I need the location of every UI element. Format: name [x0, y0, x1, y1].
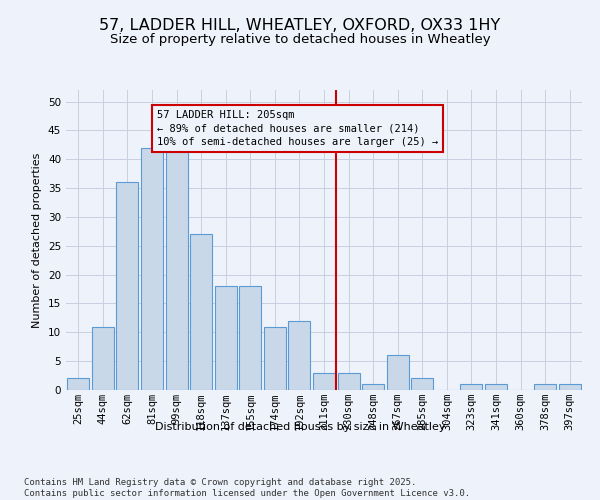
Text: Contains HM Land Registry data © Crown copyright and database right 2025.
Contai: Contains HM Land Registry data © Crown c…	[24, 478, 470, 498]
Bar	[460, 384, 482, 390]
Bar	[239, 286, 262, 390]
Text: Distribution of detached houses by size in Wheatley: Distribution of detached houses by size …	[155, 422, 445, 432]
Text: 57 LADDER HILL: 205sqm
← 89% of detached houses are smaller (214)
10% of semi-de: 57 LADDER HILL: 205sqm ← 89% of detached…	[157, 110, 438, 146]
Text: Size of property relative to detached houses in Wheatley: Size of property relative to detached ho…	[110, 32, 490, 46]
Bar	[141, 148, 163, 390]
Bar	[411, 378, 433, 390]
Bar	[559, 384, 581, 390]
Bar	[166, 148, 188, 390]
Bar	[362, 384, 384, 390]
Bar	[116, 182, 139, 390]
Bar	[92, 326, 114, 390]
Bar	[485, 384, 507, 390]
Bar	[67, 378, 89, 390]
Text: 57, LADDER HILL, WHEATLEY, OXFORD, OX33 1HY: 57, LADDER HILL, WHEATLEY, OXFORD, OX33 …	[100, 18, 500, 32]
Bar	[215, 286, 237, 390]
Bar	[264, 326, 286, 390]
Bar	[534, 384, 556, 390]
Bar	[289, 321, 310, 390]
Y-axis label: Number of detached properties: Number of detached properties	[32, 152, 43, 328]
Bar	[190, 234, 212, 390]
Bar	[386, 356, 409, 390]
Bar	[313, 372, 335, 390]
Bar	[338, 372, 359, 390]
